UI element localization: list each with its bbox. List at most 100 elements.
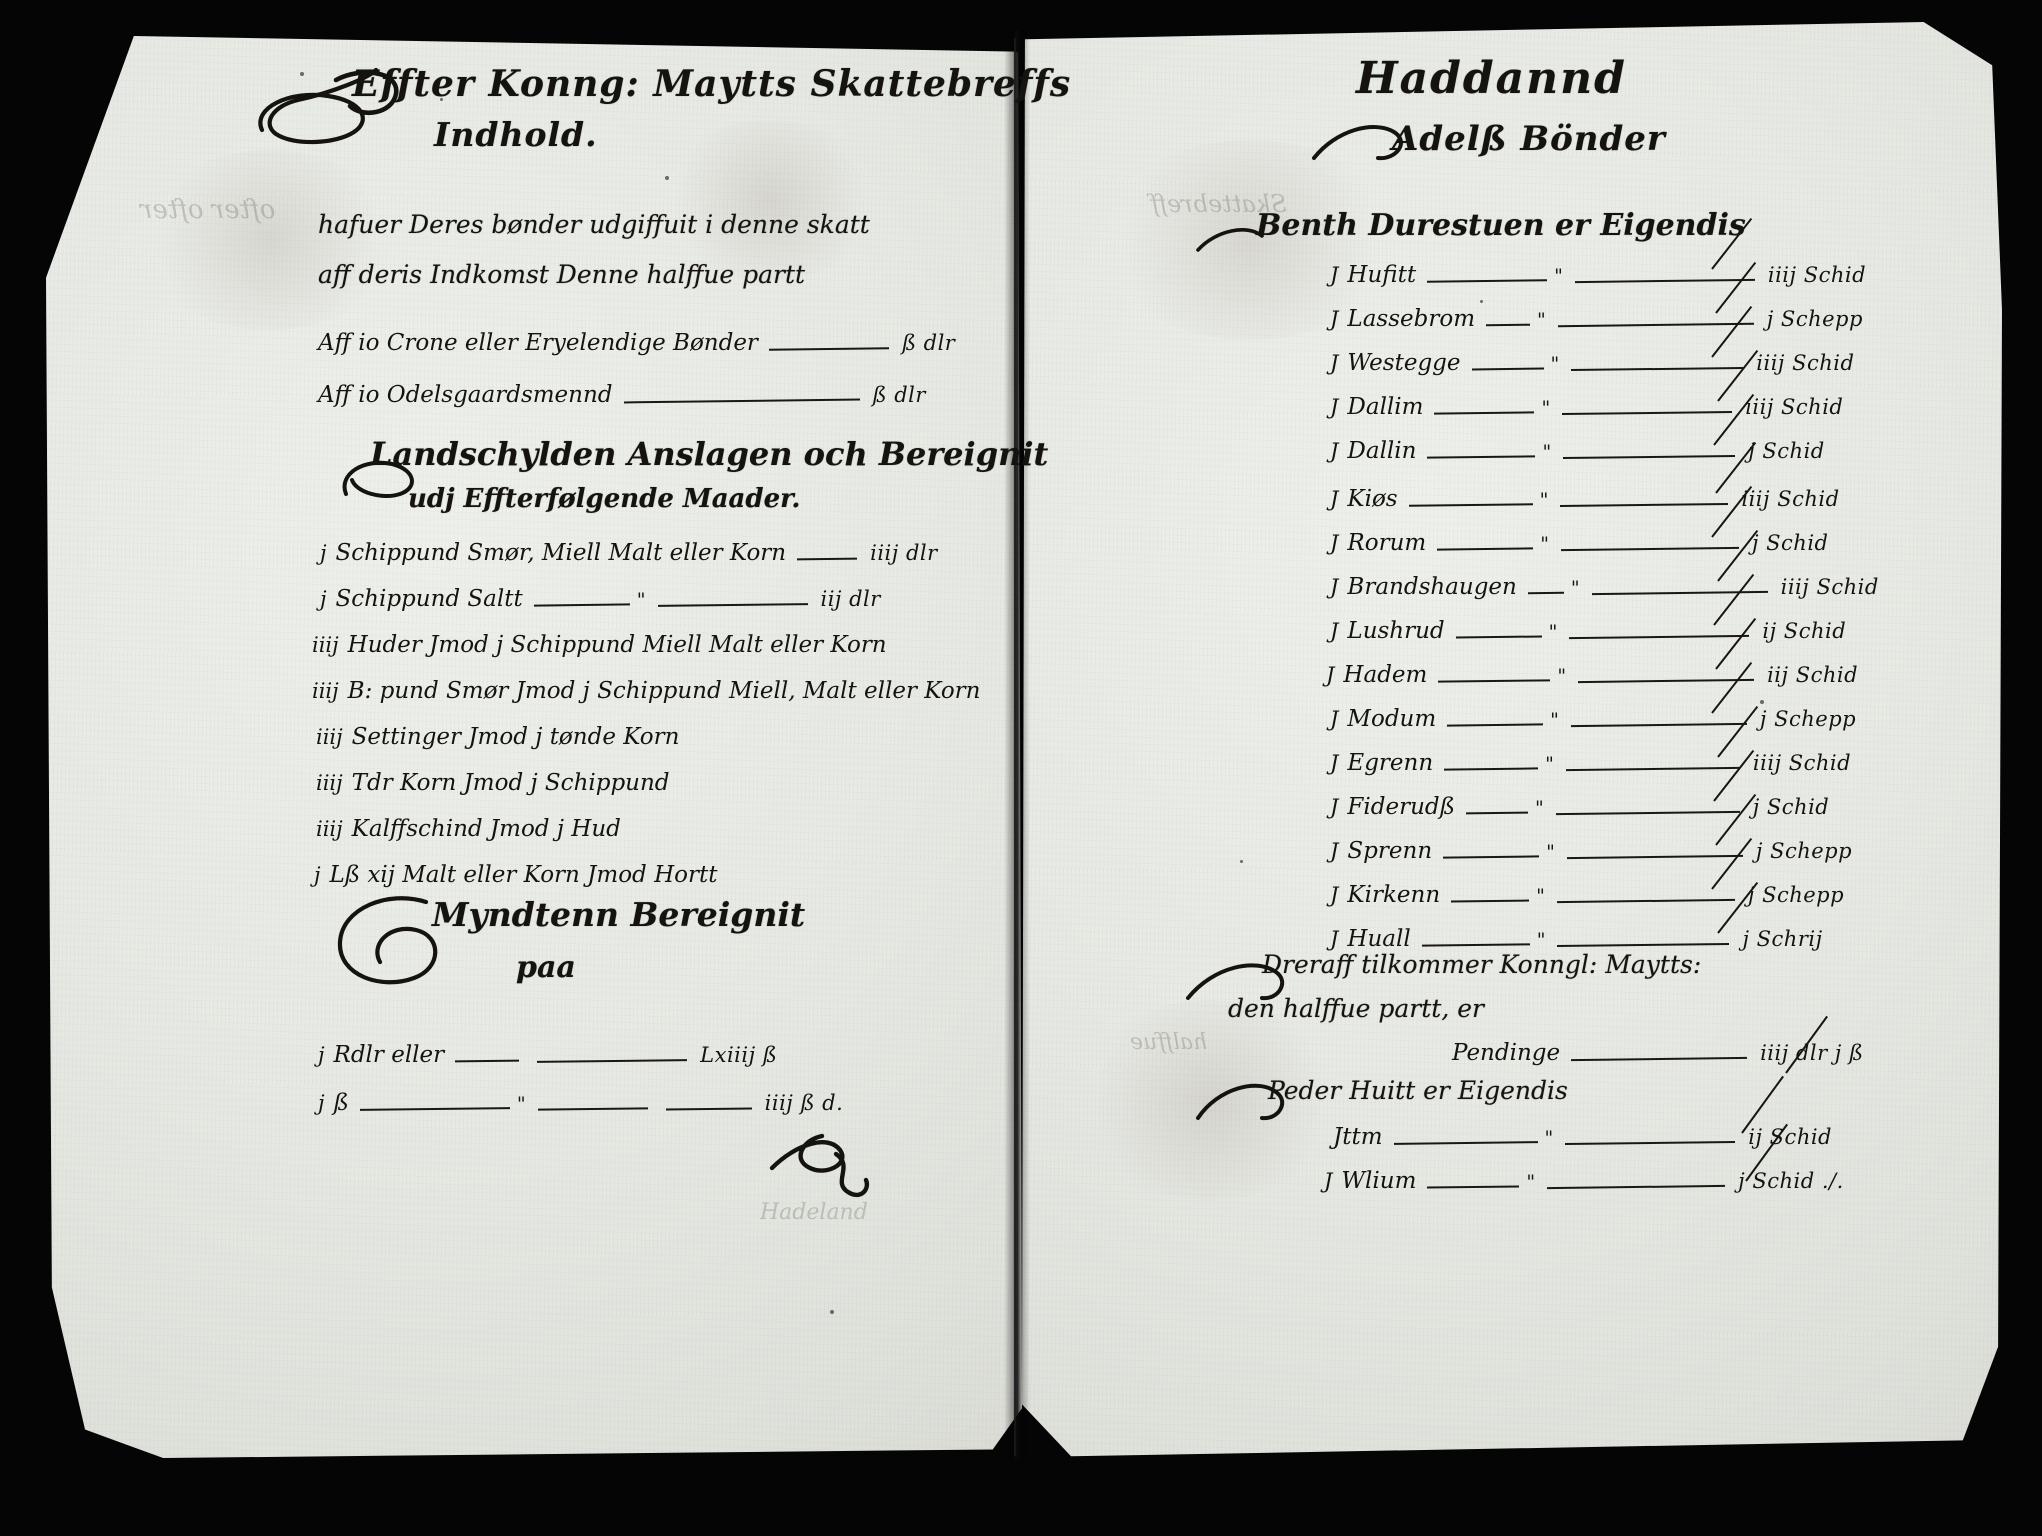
leader-rule	[665, 1107, 752, 1111]
holding-amount: j Schid	[1748, 439, 1825, 463]
holding-qty: J	[1330, 707, 1339, 731]
leader-rule	[1565, 766, 1740, 772]
leader-rule	[455, 1059, 520, 1063]
right-page-section-heading: Benth Durestuen er Eigendis	[1256, 208, 1746, 243]
holding-name: Rorum	[1347, 530, 1427, 556]
valuation-qty: iiij	[316, 771, 343, 795]
holding-name: Kirkenn	[1347, 882, 1441, 908]
valuation-text: B: pund Smør Jmod j Schippund Miell, Mal…	[347, 678, 981, 704]
valuation-text: Tdr Korn Jmod j Schippund	[351, 770, 670, 796]
coinage-amount: Lxiiij ß	[700, 1043, 778, 1067]
holding-row: J Hadem " iij Schid	[1326, 662, 1858, 688]
holding-name: Fiderudß	[1347, 794, 1455, 820]
holding-amount: iiij Schid	[1756, 351, 1855, 375]
right-page-summary-line2: den halffue partt, er	[1228, 994, 1484, 1023]
holding-qty: J	[1330, 883, 1339, 907]
valuation-row: iiij Settinger Jmod j tønde Korn	[316, 724, 679, 750]
summary-entry-amount: iiij dlr j ß	[1760, 1041, 1864, 1065]
ditto-mark: "	[1548, 621, 1559, 643]
holding-amount: iiij Schid	[1741, 487, 1840, 511]
holding-row: J Dallim " iiij Schid	[1330, 394, 1843, 420]
rate-amount: ß dlr	[901, 331, 956, 355]
holding-qty: J	[1330, 927, 1339, 951]
holding-name: Modum	[1347, 706, 1437, 732]
leader-rule	[537, 1107, 648, 1111]
ditto-mark: "	[1550, 709, 1560, 731]
holding-row: J Westegge " iiij Schid	[1330, 350, 1854, 376]
right-page-second-section-heading: Peder Huitt er Eigendis	[1268, 1076, 1568, 1105]
leader-rule	[768, 347, 889, 351]
leader-rule	[1560, 546, 1739, 552]
valuation-row: iiij Kalffschind Jmod j Hud	[316, 816, 621, 842]
valuation-qty: iiij	[312, 679, 339, 703]
leader-rule	[1578, 678, 1755, 684]
valuation-text: Schippund Saltt	[335, 586, 523, 612]
ditto-mark: "	[1554, 265, 1564, 287]
left-page-leaf	[46, 36, 1022, 1458]
leader-rule	[1427, 1185, 1520, 1189]
holding-row: J Rorum " j Schid	[1330, 530, 1829, 556]
ditto-mark: "	[1550, 353, 1561, 375]
leader-rule	[1571, 366, 1744, 372]
left-page-heading-line1: Effter Konng: Maytts Skattebreffs	[352, 63, 1072, 105]
leader-rule	[623, 398, 860, 404]
valuation-text: Lß xij Malt eller Korn Jmod Hortt	[329, 862, 718, 888]
holding-qty: J	[1330, 439, 1339, 463]
leader-rule	[1447, 723, 1544, 727]
holding-row: J Lassebrom " j Schepp	[1330, 306, 1863, 332]
rate-row: Aff io Odelsgaardsmennd ß dlr	[318, 382, 926, 408]
ditto-mark: "	[1546, 841, 1556, 863]
holding-name: Huall	[1347, 926, 1411, 952]
leader-rule	[1444, 767, 1539, 771]
leader-rule	[1427, 455, 1536, 459]
left-page-heading-line2: Indhold.	[434, 115, 598, 154]
leader-rule	[1557, 942, 1730, 948]
holding-amount: j Schid ./.	[1738, 1169, 1844, 1193]
valuation-qty: j	[314, 863, 321, 887]
ditto-mark: "	[1526, 1171, 1537, 1193]
valuation-amount: iij dlr	[820, 587, 881, 611]
leader-rule	[1556, 898, 1735, 904]
holding-row: J Egrenn " iiij Schid	[1330, 750, 1851, 776]
holding-amount: j Schid	[1752, 795, 1830, 819]
ditto-mark: "	[1541, 397, 1552, 419]
holding-amount: j Schepp	[1747, 883, 1845, 907]
holding-amount: iiij Schid	[1752, 751, 1852, 775]
valuation-row: iiij Huder Jmod j Schippund Miell Malt e…	[312, 632, 887, 658]
holding-amount: iiij Schid	[1767, 263, 1867, 287]
leader-rule	[1393, 1141, 1538, 1145]
holding-row: J Fiderudß " j Schid	[1330, 794, 1829, 820]
holding-row: J Brandshaugen " iiij Schid	[1330, 574, 1879, 600]
ditto-mark: "	[1542, 441, 1553, 463]
leader-rule	[1565, 1140, 1736, 1146]
holding-name: Brandshaugen	[1347, 574, 1517, 600]
leader-rule	[1570, 722, 1747, 728]
valuation-text: Huder Jmod j Schippund Miell Malt eller …	[347, 632, 887, 658]
ditto-mark: "	[1540, 533, 1550, 555]
holding-row: J Hufitt " iiij Schid	[1330, 262, 1866, 288]
holding-qty: J	[1330, 531, 1339, 555]
right-page-leaf	[1022, 22, 2002, 1457]
valuation-row: iiij Tdr Korn Jmod j Schippund	[316, 770, 670, 796]
holding-amount: j Schepp	[1755, 839, 1853, 863]
leader-rule	[1566, 854, 1743, 860]
holding-row: J Modum " j Schepp	[1330, 706, 1856, 732]
coinage-amount: iiij ß d.	[764, 1091, 844, 1115]
left-page-section2-heading-line1: Landschylden Anslagen och Bereignit	[370, 435, 1049, 473]
rate-text: Aff io Odelsgaardsmennd	[318, 382, 613, 408]
holding-row: J Lushrud " ij Schid	[1330, 618, 1846, 644]
leader-rule	[1434, 411, 1535, 415]
valuation-row: j Lß xij Malt eller Korn Jmod Hortt	[314, 862, 717, 888]
leader-rule	[1465, 811, 1528, 815]
ditto-mark: "	[1570, 577, 1581, 599]
holding-row: J Kiøs " iiij Schid	[1330, 486, 1840, 512]
valuation-row: j Schippund Smør, Miell Malt eller Korn …	[320, 540, 938, 566]
ditto-mark: "	[1557, 665, 1568, 687]
coinage-text: ß	[333, 1090, 349, 1116]
ditto-mark: "	[1534, 797, 1545, 819]
holding-qty: J	[1330, 395, 1339, 419]
coinage-text: Rdlr eller	[333, 1042, 445, 1068]
ditto-mark: "	[516, 1093, 527, 1115]
leader-rule	[1560, 502, 1729, 508]
